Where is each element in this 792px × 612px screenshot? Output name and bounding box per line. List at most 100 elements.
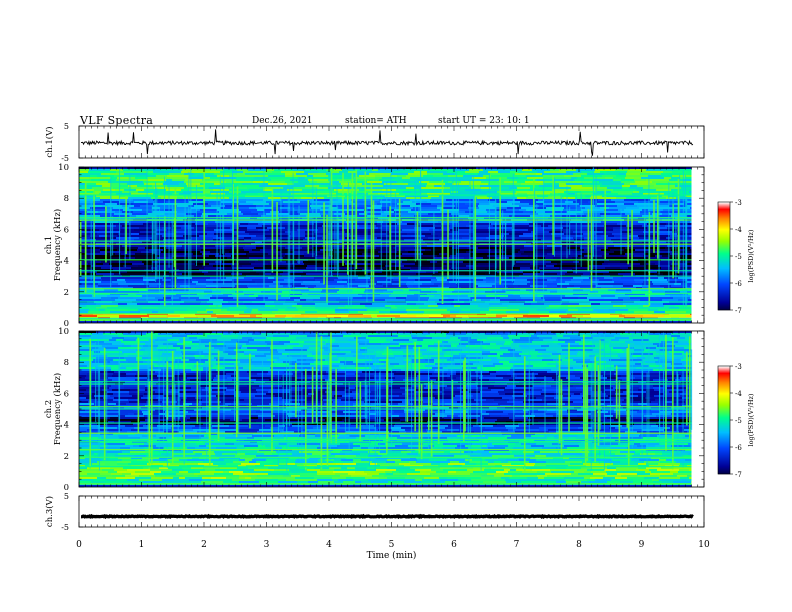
spectrogram-cell [301,283,324,285]
spectrogram-cell [421,289,436,291]
spectrogram-cell [402,205,410,207]
spectrogram-cell [405,299,428,301]
spectrogram-cell [644,349,650,351]
spectrogram-cell [355,367,371,369]
spectrogram-cell [91,281,101,283]
spectrogram-cell [79,287,102,289]
spectrogram-cell [79,255,95,257]
spectrogram-cell [614,281,635,283]
spectrogram-cell [265,245,276,247]
spectrogram-cell [238,299,249,301]
spectrogram-cell [136,171,153,173]
spectrogram-cell [422,341,442,343]
spectrogram-cell [660,201,669,203]
spectrogram-cell [380,293,391,295]
spectrogram-cell [430,199,446,201]
spectrogram-cell [488,229,506,231]
spectrogram-cell [520,249,535,251]
spectrogram-cell [327,315,339,317]
spectrogram-cell [261,291,270,293]
spectrogram-cell [373,213,381,215]
spectrogram-cell [222,305,237,307]
spectrogram-cell [454,359,470,361]
spectrogram-cell [368,167,388,169]
spectrogram-cell [671,189,692,191]
spectrogram-cell [668,281,687,283]
spectrogram-cell [459,185,469,187]
spectrogram-cell [113,341,121,343]
spectrogram-cell [499,361,509,363]
spectrogram-cell [474,213,495,215]
spectrogram-cell [479,171,488,173]
spectrogram-cell [135,183,144,185]
spectrogram-cell [678,277,692,279]
spectrogram-cell [103,333,123,335]
spectrogram-cell [111,239,121,241]
spectrogram-cell [539,205,546,207]
spectrogram-cell [334,189,349,191]
spectrogram-cell [155,279,162,281]
spectrogram-cell [653,369,669,371]
spectrogram-cell [200,209,217,211]
spectrogram-cell [118,335,136,337]
spectrogram-cell [280,265,289,267]
spectrogram-cell [114,213,132,215]
spectrogram-cell [236,355,255,357]
spectrogram-cell [651,303,663,305]
spectrogram-cell [179,269,188,271]
spectrogram-cell [630,185,637,187]
spectrogram-cell [305,285,316,287]
sferic-streak [337,206,339,278]
spectrogram-cell [557,289,564,291]
spectrogram-cell [414,373,432,375]
spectrogram-cell [181,295,204,297]
spectrogram-cell [403,289,409,291]
spectrogram-cell [685,195,692,197]
spectrogram-cell [184,239,202,241]
spectrogram-cell [472,277,486,279]
spectrogram-cell [469,347,483,349]
spectrogram-cell [465,211,473,213]
spectrogram-cell [315,191,338,193]
spectrogram-cell [353,247,376,249]
spectrogram-cell [337,261,347,263]
spectrogram-cell [389,295,400,297]
spectrogram-cell [370,277,387,279]
spectrogram-cell [428,213,451,215]
spectrogram-cell [138,191,160,193]
spectrogram-cell [483,169,505,171]
spectrogram-cell [374,183,384,185]
spectrogram-cell [431,291,437,293]
spectrogram-cell [631,373,640,375]
spectrogram-cell [315,289,322,291]
spectrogram-cell [204,221,215,223]
sferic-streak [90,198,92,281]
spectrogram-cell [451,213,474,215]
spectrogram-cell [226,181,234,183]
spectrogram-cell [305,185,319,187]
spectrogram-cell [307,175,313,177]
spectrogram-cell [451,267,474,269]
spectrogram-cell [562,245,580,247]
spectrogram-cell [206,195,227,197]
spectrogram-cell [421,247,436,249]
spectrogram-cell [267,343,284,345]
spectrogram-cell [667,279,687,281]
spectrogram-cell [79,173,101,175]
spectrogram-cell [123,209,142,211]
spectrogram-cell [546,349,562,351]
spectrogram-cell [222,261,235,263]
spectrogram-cell [353,369,374,371]
sferic-streak [488,174,490,275]
spectrogram-cell [251,237,266,239]
spectrogram-cell [458,201,476,203]
spectrogram-cell [177,283,196,285]
spectrogram-cell [665,247,677,249]
spectrogram-cell [543,281,553,283]
spectrogram-cell [476,201,495,203]
spectrogram-cell [475,269,485,271]
spectrogram-cell [196,305,209,307]
spectrogram-cell [224,247,230,249]
spectrogram-cell [353,179,365,181]
spectrogram-cell [685,225,692,227]
